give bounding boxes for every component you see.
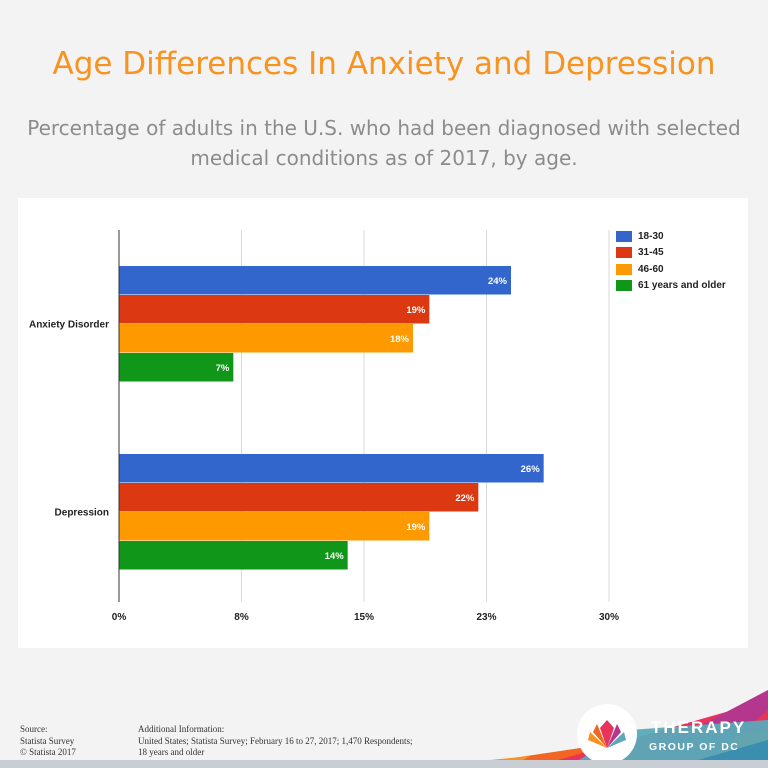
legend-item: 61 years and older	[616, 278, 726, 294]
bar	[119, 324, 413, 353]
bar	[119, 541, 348, 570]
legend-swatch	[616, 263, 632, 275]
info-line: Additional Information:	[138, 724, 225, 734]
legend-label: 46-60	[638, 263, 664, 275]
bar-value-label: 19%	[406, 305, 426, 316]
bar	[119, 266, 511, 295]
bar-value-label: 14%	[325, 551, 345, 562]
bar	[119, 454, 544, 483]
legend-swatch	[616, 230, 632, 242]
info-line: United States; Statista Survey; February…	[138, 735, 413, 746]
brand-name: THERAPY	[651, 718, 747, 737]
bar-value-label: 26%	[521, 464, 541, 475]
legend-item: 46-60	[616, 261, 726, 277]
bar	[119, 295, 430, 324]
bar-chart: 0% 8% 15% 23% 30% 24% 19% 18% 7% Anxiety Disorder…	[29, 230, 619, 623]
bar-value-label: 19%	[406, 522, 426, 533]
bar-value-label: 18%	[390, 334, 410, 345]
info-line: 18 years and older	[138, 747, 205, 757]
legend-item: 18-30	[616, 228, 726, 244]
category-label: Depression	[55, 508, 109, 519]
legend-item: 31-45	[616, 245, 726, 261]
bar	[119, 512, 430, 541]
source-line: Statista Survey	[20, 735, 75, 746]
bar-value-label: 7%	[216, 363, 230, 374]
x-tick-label: 23%	[476, 612, 496, 623]
bottom-strip	[0, 760, 768, 768]
legend-swatch	[616, 280, 632, 291]
chart-card: 0% 8% 15% 23% 30% 24% 19% 18% 7% Anxiety Disorder…	[18, 198, 748, 648]
chart-subtitle: Percentage of adults in the U.S. who had…	[27, 116, 741, 170]
bar-value-label: 24%	[488, 276, 508, 287]
x-tick-label: 15%	[354, 612, 374, 623]
x-tick-label: 30%	[599, 612, 619, 623]
additional-info: Additional Information: United States; S…	[138, 724, 458, 759]
source-note: Source: Statista Survey © Statista 2017	[20, 724, 76, 759]
x-tick-label: 0%	[112, 612, 127, 623]
legend-label: 31-45	[638, 247, 664, 258]
bar	[119, 483, 479, 512]
bar	[119, 353, 234, 382]
brand-subname: GROUP OF DC	[649, 741, 740, 753]
bar-value-label: 22%	[455, 493, 475, 504]
lotus-logo-icon	[588, 720, 626, 748]
source-line: Source:	[20, 724, 48, 734]
category-label: Anxiety Disorder	[29, 320, 109, 331]
chart-legend: 18-30 31-45 46-60 61 years and older	[616, 228, 726, 294]
legend-label: 61 years and older	[638, 280, 726, 291]
legend-label: 18-30	[638, 230, 664, 242]
chart-title: Age Differences In Anxiety and Depressio…	[52, 46, 716, 82]
legend-swatch	[616, 247, 632, 258]
x-tick-label: 8%	[234, 612, 249, 623]
source-line: © Statista 2017	[20, 747, 76, 757]
